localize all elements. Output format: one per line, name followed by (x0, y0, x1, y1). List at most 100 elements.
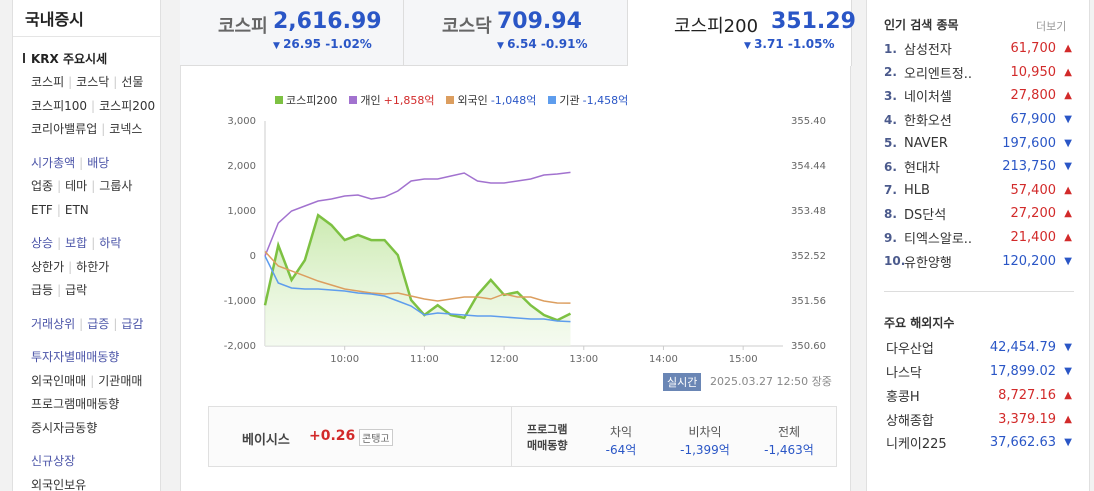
index-tab[interactable]: 코스닥 709.94 ▼ 6.54 -0.91% (404, 0, 628, 66)
overseas-row[interactable]: 상해종합 3,379.19 ▲ (886, 407, 1072, 431)
menu-item[interactable]: 선물 (121, 75, 144, 89)
menu-item[interactable]: 코스피 (31, 75, 65, 89)
x-tick-label: 14:00 (649, 354, 678, 365)
popular-row[interactable]: 5. NAVER 197,600 ▼ (884, 131, 1072, 155)
rank: 2. (884, 65, 897, 80)
menu-item[interactable]: 외국인보유 (31, 477, 87, 491)
overseas-row[interactable]: 홍콩H 8,727.16 ▲ (886, 384, 1072, 408)
x-tick-label: 10:00 (330, 354, 359, 365)
menu-row: 급등 | 급락 (31, 279, 155, 303)
down-arrow: ▼ (1064, 342, 1072, 354)
popular-row[interactable]: 9. 티엑스알로.. 21,400 ▲ (884, 226, 1072, 250)
index-value: 351.29 (771, 9, 856, 34)
separator: | (79, 316, 84, 331)
menu-item[interactable]: 그룹사 (99, 179, 133, 193)
overseas-row[interactable]: 다우산업 42,454.79 ▼ (886, 336, 1072, 360)
sidebar-title: 국내증시 (25, 10, 84, 29)
overseas-row[interactable]: 니케이225 37,662.63 ▼ (886, 431, 1072, 455)
menu-item[interactable]: 배당 (87, 155, 110, 170)
menu-item[interactable]: 테마 (65, 179, 88, 193)
menu-row: 증시자금동향 (31, 417, 155, 441)
index-change: ▼ 3.71 -1.05% (744, 37, 834, 51)
popular-title: 인기 검색 종목 (884, 18, 959, 32)
separator: | (91, 236, 96, 250)
x-tick-label: 12:00 (490, 354, 519, 365)
legend-name: 기관 (559, 94, 580, 107)
menu-item[interactable]: 코스피100 (31, 98, 88, 113)
right-panel: 인기 검색 종목 더보기 주요 해외지수 (866, 0, 1090, 491)
menu-item[interactable]: 하한가 (76, 259, 110, 274)
menu-item[interactable]: 상한가 (31, 259, 65, 274)
menu-item[interactable]: 업종 (31, 179, 54, 193)
menu-row: 코리아밸류업 | 코넥스 (31, 118, 155, 142)
x-tick-label: 11:00 (410, 354, 439, 365)
menu-item[interactable]: 상승 (31, 236, 54, 250)
change-rate: -1.02% (325, 37, 372, 51)
menu-item[interactable]: 증시자금동향 (31, 420, 98, 435)
rank: 7. (884, 183, 897, 198)
y-tick-label: -2,000 (224, 341, 256, 352)
menu-item[interactable]: 프로그램매매동향 (31, 397, 120, 411)
menu-item[interactable]: 급락 (65, 283, 88, 297)
stock-name: 네이처셀 (904, 90, 952, 106)
menu-row: 신규상장 (31, 450, 155, 474)
down-arrow: ▼ (1064, 255, 1072, 267)
stock-price: 27,200 (1010, 206, 1057, 222)
separator: | (79, 155, 84, 170)
menu-item[interactable]: 급등 (31, 283, 54, 297)
index-value: 8,727.16 (998, 387, 1056, 403)
menu-item[interactable]: ETN (64, 202, 89, 217)
legend-item[interactable]: 외국인 -1,048억 (446, 92, 536, 108)
menu-item[interactable]: 외국인매매 (31, 373, 87, 388)
menu-item[interactable]: 보합 (65, 236, 88, 250)
sidebar-heading[interactable]: KRX 주요시세 (31, 52, 108, 66)
menu-item[interactable]: 코스닥 (76, 75, 110, 89)
separator: | (68, 259, 73, 274)
separator: | (68, 75, 73, 89)
popular-row[interactable]: 7. HLB 57,400 ▲ (884, 179, 1072, 203)
menu-item[interactable]: 급증 (87, 316, 110, 331)
y2-tick-label: 351.56 (791, 296, 826, 307)
menu-item[interactable]: 거래상위 (31, 316, 76, 331)
index-value: 42,454.79 (989, 340, 1056, 356)
popular-row[interactable]: 8. DS단석 27,200 ▲ (884, 202, 1072, 226)
menu-item[interactable]: ETF (31, 202, 53, 217)
menu-item[interactable]: 시가총액 (31, 155, 76, 170)
menu-item[interactable]: 코스피200 (99, 98, 156, 113)
legend-value: -1,048억 (490, 94, 537, 107)
menu-group: 시가총액 | 배당 업종 | 테마 | 그룹사 ETF | ETN (31, 152, 155, 223)
down-arrow: ▼ (1064, 437, 1072, 449)
y2-tick-label: 353.48 (791, 206, 826, 217)
line (264, 250, 571, 304)
menu-item[interactable]: 신규상장 (31, 454, 76, 468)
popular-row[interactable]: 3. 네이처셀 27,800 ▲ (884, 84, 1072, 108)
menu-item[interactable]: 코리아밸류업 (31, 122, 98, 136)
rank: 5. (884, 136, 897, 151)
popular-row[interactable]: 6. 현대차 213,750 ▼ (884, 155, 1072, 179)
down-arrow: ▼ (273, 41, 284, 51)
legend-item[interactable]: 기관 -1,458억 (548, 92, 628, 108)
stock-price: 197,600 (1002, 135, 1056, 151)
menu-row: 외국인매매 | 기관매매 (31, 370, 155, 394)
popular-row[interactable]: 1. 삼성전자 61,700 ▲ (884, 37, 1072, 61)
stock-name: 삼성전자 (904, 43, 952, 59)
menu-item[interactable]: 투자자별매매동향 (31, 350, 120, 364)
menu-item[interactable]: 급감 (121, 316, 144, 331)
index-value: 2,616.99 (273, 9, 382, 34)
legend-item[interactable]: 개인 +1,858억 (349, 92, 434, 108)
popular-row[interactable]: 4. 한화오션 67,900 ▼ (884, 108, 1072, 132)
index-tab[interactable]: 코스피200 351.29 ▼ 3.71 -1.05% (628, 0, 856, 66)
popular-row[interactable]: 2. 오리엔트정.. 10,950 ▲ (884, 61, 1072, 85)
legend-item[interactable]: 코스피200 (275, 92, 337, 108)
more-link[interactable]: 더보기 (1036, 20, 1067, 33)
basis-tag: 콘탱고 (359, 429, 393, 446)
rank: 9. (884, 230, 897, 245)
menu-item[interactable]: 기관매매 (98, 373, 143, 388)
up-arrow: ▲ (1064, 66, 1072, 78)
overseas-row[interactable]: 나스닥 17,899.02 ▼ (886, 360, 1072, 384)
index-tab[interactable]: 코스피 2,616.99 ▼ 26.95 -1.02% (180, 0, 404, 66)
stock-price: 27,800 (1010, 88, 1057, 104)
menu-item[interactable]: 하락 (99, 236, 122, 250)
popular-row[interactable]: 10. 유한양행 120,200 ▼ (884, 249, 1072, 273)
menu-item[interactable]: 코넥스 (109, 122, 143, 136)
